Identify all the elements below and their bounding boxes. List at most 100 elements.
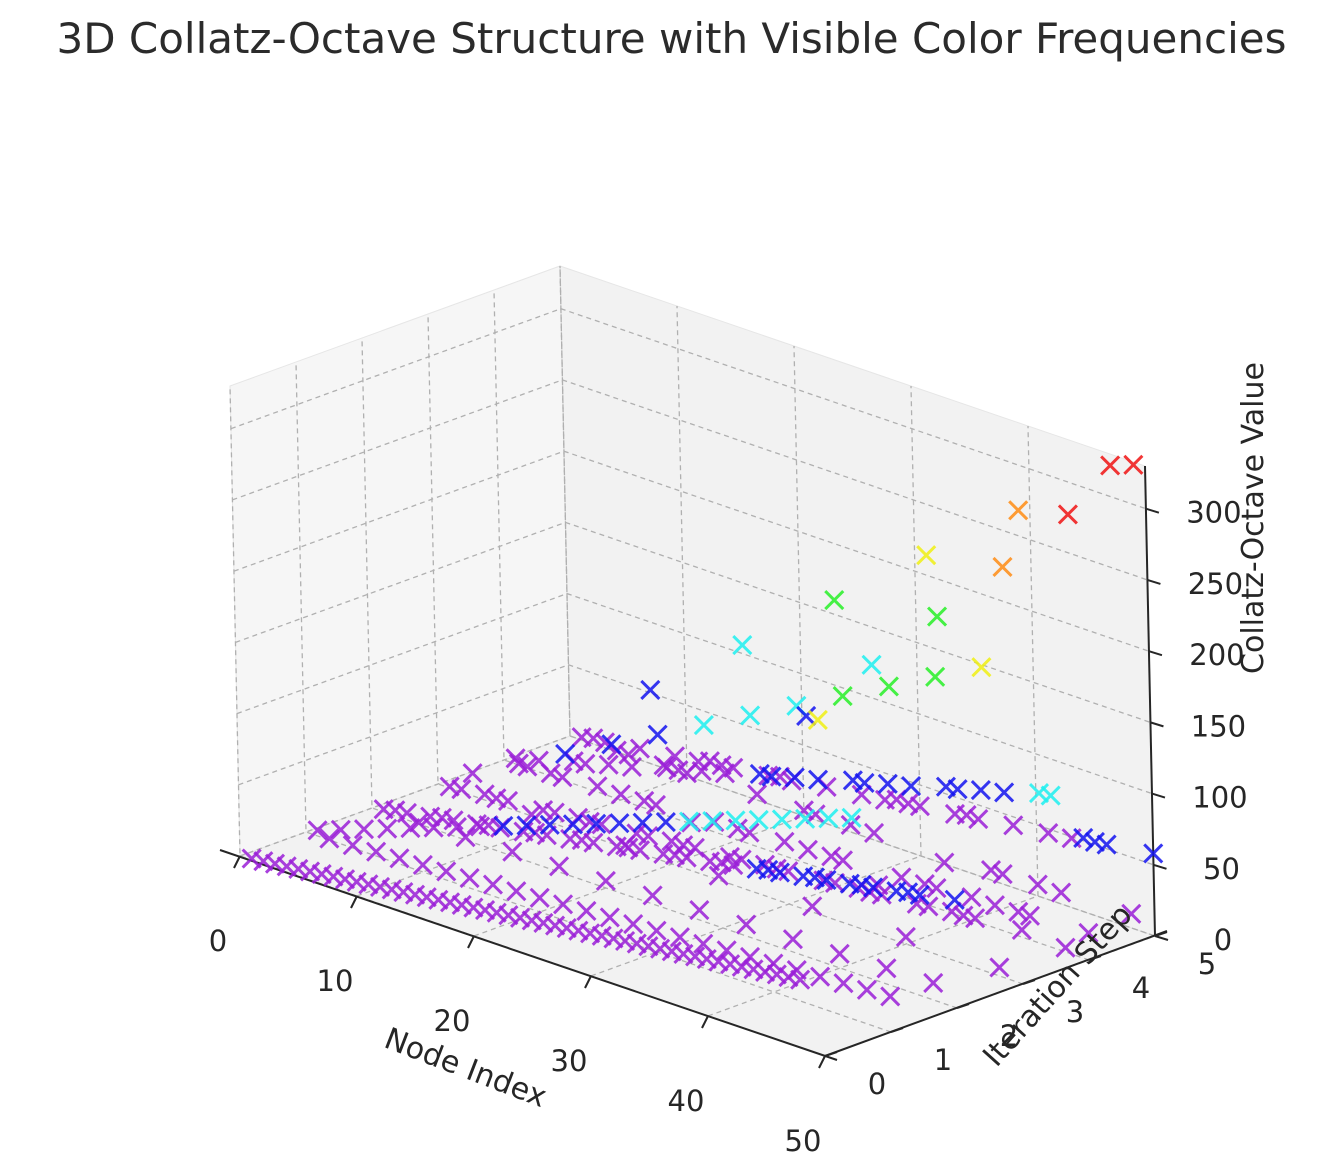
z-tick [1150,721,1164,728]
data-point [878,676,899,697]
data-point [856,979,877,1000]
data-point [586,813,607,834]
data-point [428,889,449,910]
data-point [264,853,286,874]
data-point [689,899,710,921]
data-point [609,813,630,834]
data-point [412,854,433,875]
data-point [556,918,577,939]
data-point [1008,500,1029,521]
data-point [610,784,631,805]
axis-lines [219,465,1168,1061]
data-point [693,933,714,954]
grid-line-y [361,337,958,1009]
data-point [926,606,948,627]
grid-line-z [232,379,1148,581]
y-tick-label: 0 [868,1067,886,1101]
data-point [926,877,947,899]
data-point [891,867,912,888]
y-tick-label: 2 [1000,1019,1018,1053]
grid-line-z [236,592,1153,795]
data-point [1011,919,1032,940]
data-point [807,769,829,790]
data-point [598,754,619,775]
data-point [863,877,884,898]
data-point [778,861,799,882]
data-point [898,793,919,814]
data-point [629,840,651,861]
data-point [311,863,332,885]
data-point [615,930,636,952]
data-point [253,851,274,872]
data-point [807,709,828,730]
data-point [603,928,624,949]
data-point [389,848,410,869]
data-point [769,862,790,883]
data-point [1057,504,1078,525]
data-point [508,753,529,774]
data-point [1096,834,1117,855]
data-point [842,770,863,791]
x-tick [584,975,592,989]
data-point [944,889,965,910]
data-point [334,869,356,890]
z-tick-label: 50 [1203,852,1240,886]
data-point [863,822,885,843]
z-tick [1153,863,1167,870]
data-point [761,766,782,787]
data-point [626,823,647,844]
data-point [1051,882,1072,903]
data-point [747,784,768,805]
data-point [555,743,576,765]
data-point [804,867,825,888]
data-point [740,705,761,726]
z-tick [1147,578,1161,585]
data-point [941,901,962,922]
data-point [645,794,667,815]
y-tick [956,1003,970,1009]
data-point [1084,831,1105,853]
data-point [797,839,818,860]
grid-line-z [235,521,1151,724]
grid-line-z [233,450,1150,652]
z-tick-label: 200 [1189,638,1244,672]
data-point [583,832,604,853]
data-point [673,943,694,964]
y-axis-line [824,930,1168,1057]
data-point [463,897,484,918]
data-point [970,780,991,801]
data-point [1038,822,1059,844]
data-point [851,784,872,805]
data-point [369,876,391,897]
data-point [632,812,653,833]
y-tick [1154,931,1168,937]
data-point [366,841,387,862]
data-point [1027,874,1048,895]
grid-line-z [239,735,1156,937]
data-point [1143,843,1164,864]
z-axis-line [1144,465,1156,937]
data-point [956,804,977,826]
data-point [1003,815,1024,836]
data-point [1123,454,1144,475]
data-point [618,744,639,765]
data-point [544,802,565,823]
data-point [299,861,321,882]
data-point [545,915,566,936]
x-axis-line [219,849,838,1061]
data-point [575,753,596,774]
data-point [898,882,919,903]
data-point [353,819,375,840]
x-tick [350,895,358,909]
data-point [840,814,861,835]
data-point [436,861,457,882]
grid-line-y [427,313,1024,985]
data-point [540,763,561,784]
data-point [833,973,854,994]
data-points [241,454,1164,1007]
data-point [510,907,531,928]
data-point [743,959,764,980]
data-point [506,881,527,902]
y-tick-label: 1 [934,1043,952,1077]
